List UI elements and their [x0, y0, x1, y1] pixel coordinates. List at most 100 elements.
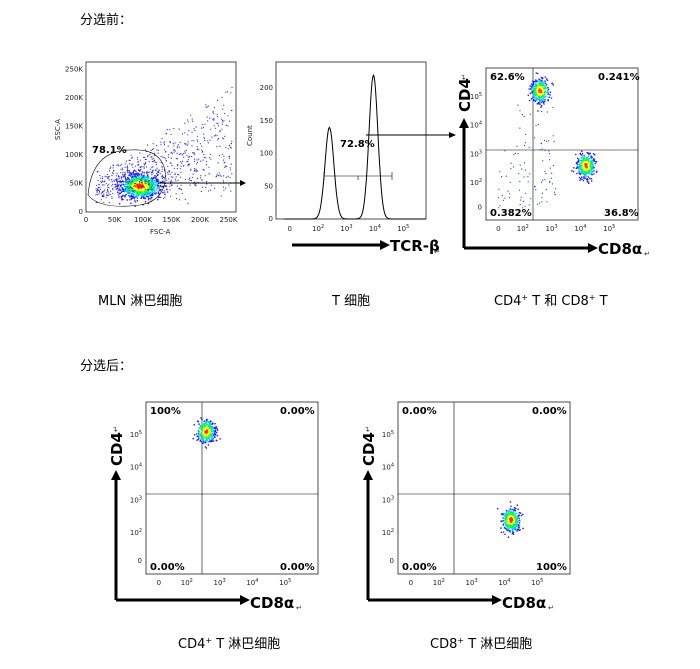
mln-dot — [131, 196, 133, 198]
mln-dot — [146, 176, 148, 178]
cd4cd8-dot — [505, 175, 507, 177]
cd4cd8-dot — [590, 167, 592, 169]
mln-dot — [116, 177, 118, 179]
mln-dot — [128, 181, 130, 183]
mln-y-axis-label: SSC-A — [54, 119, 62, 140]
caption-cd4sorted: CD4+ T 淋巴细胞 — [178, 636, 280, 652]
mln-dot — [130, 202, 132, 205]
mln-dot — [127, 188, 129, 190]
cd4cd8-dot — [579, 172, 582, 175]
mln-dot — [203, 169, 205, 171]
mln-dot — [216, 122, 218, 124]
mln-dot — [170, 133, 172, 135]
cd4cd8-dot — [543, 94, 546, 96]
mln-dot — [223, 104, 225, 106]
mln-dot — [223, 120, 225, 122]
mln-dot — [170, 162, 172, 164]
cd4cd8-dot — [534, 98, 537, 100]
mln-dot — [213, 113, 215, 115]
mln-dot — [161, 175, 163, 178]
mln-dot — [202, 159, 204, 161]
cd4sorted-dot — [203, 426, 205, 429]
mln-dot — [229, 169, 232, 171]
cd4cd8-dot — [536, 103, 539, 105]
mln-y-tick: 150K — [65, 123, 83, 131]
mln-dot — [136, 192, 139, 195]
cd4cd8-dot — [581, 154, 583, 156]
cd8sorted-y-tick: 0 — [390, 557, 394, 565]
mln-dot — [132, 170, 135, 173]
mln-dot — [194, 153, 196, 155]
cd4sorted-dot — [215, 431, 218, 434]
mln-dot — [141, 191, 143, 193]
mln-dot — [153, 179, 156, 182]
cd4cd8-dot — [552, 84, 555, 86]
mln-dot — [151, 188, 153, 190]
cd4sorted-dot — [200, 435, 202, 438]
cd8sorted-dot — [515, 507, 517, 510]
cd4cd8-dot — [575, 162, 578, 164]
cd4cd8-dot — [540, 104, 543, 107]
mln-dot — [154, 175, 157, 177]
mln-dot — [165, 159, 167, 162]
mln-dot — [170, 152, 172, 154]
mln-dot — [124, 171, 126, 173]
cd4cd8-dot — [555, 188, 557, 190]
mln-dot — [166, 179, 168, 181]
cd4sorted-dot — [212, 427, 215, 430]
cd4cd8-dot — [543, 96, 546, 98]
mln-dot — [146, 187, 149, 189]
cd8sorted-y-return-mark: ↵ — [364, 426, 372, 432]
tcr-x-ticks: 0 102 103 104 105 — [287, 224, 409, 233]
mln-dot — [162, 176, 165, 179]
cd8sorted-dot — [503, 521, 506, 524]
cd4cd8-dot — [539, 79, 541, 81]
cd8sorted-dot — [520, 514, 523, 517]
mln-dot — [136, 156, 138, 158]
mln-dot — [108, 194, 110, 196]
mln-dot — [140, 179, 142, 181]
cd8sorted-dot — [517, 520, 520, 522]
cd8sorted-dot — [513, 523, 515, 526]
cd4cd8-dot — [539, 83, 542, 86]
cd4cd8-dot — [590, 177, 593, 180]
cd4sorted-y-return-mark: ↵ — [112, 426, 120, 432]
mln-dot — [143, 167, 145, 169]
mln-dot — [112, 192, 114, 195]
mln-dot — [149, 184, 151, 186]
mln-dot — [190, 114, 192, 116]
mln-dot — [137, 194, 140, 197]
cd4cd8-dot — [543, 83, 545, 86]
mln-dot — [131, 189, 133, 192]
cd4cd8-dot — [534, 87, 536, 90]
mln-dot — [191, 118, 193, 120]
cd4cd8-dot — [593, 173, 595, 175]
cd4cd8-dot — [579, 153, 582, 156]
cd8sorted-dot — [503, 517, 505, 520]
mln-dot — [156, 187, 158, 190]
mln-dot — [225, 91, 227, 93]
mln-dot — [216, 134, 218, 136]
cd8sorted-dot — [506, 513, 509, 516]
mln-dot — [125, 163, 127, 165]
mln-dot — [139, 180, 141, 183]
mln-gate — [87, 149, 166, 207]
cd4cd8-dot — [542, 100, 544, 103]
cd4cd8-dot — [540, 81, 542, 83]
mln-dot — [193, 170, 196, 172]
mln-dot — [146, 172, 148, 174]
cd8sorted-dot — [508, 527, 510, 530]
mln-dot — [140, 173, 142, 175]
mln-dot — [99, 186, 101, 188]
mln-dot — [200, 175, 202, 177]
cd4cd8-dot — [540, 106, 542, 108]
cd8sorted-dot — [509, 524, 511, 526]
mln-y-ticks: 0 50K 100K 150K 200K 250K — [65, 66, 83, 217]
mln-dot — [123, 183, 125, 185]
cd4cd8-dot — [546, 111, 548, 113]
mln-dot — [208, 166, 210, 168]
mln-dot — [145, 163, 147, 165]
cd8sorted-x-tick: 105 — [531, 578, 543, 587]
mln-dot — [143, 166, 145, 168]
cd4cd8-dot — [527, 94, 530, 97]
